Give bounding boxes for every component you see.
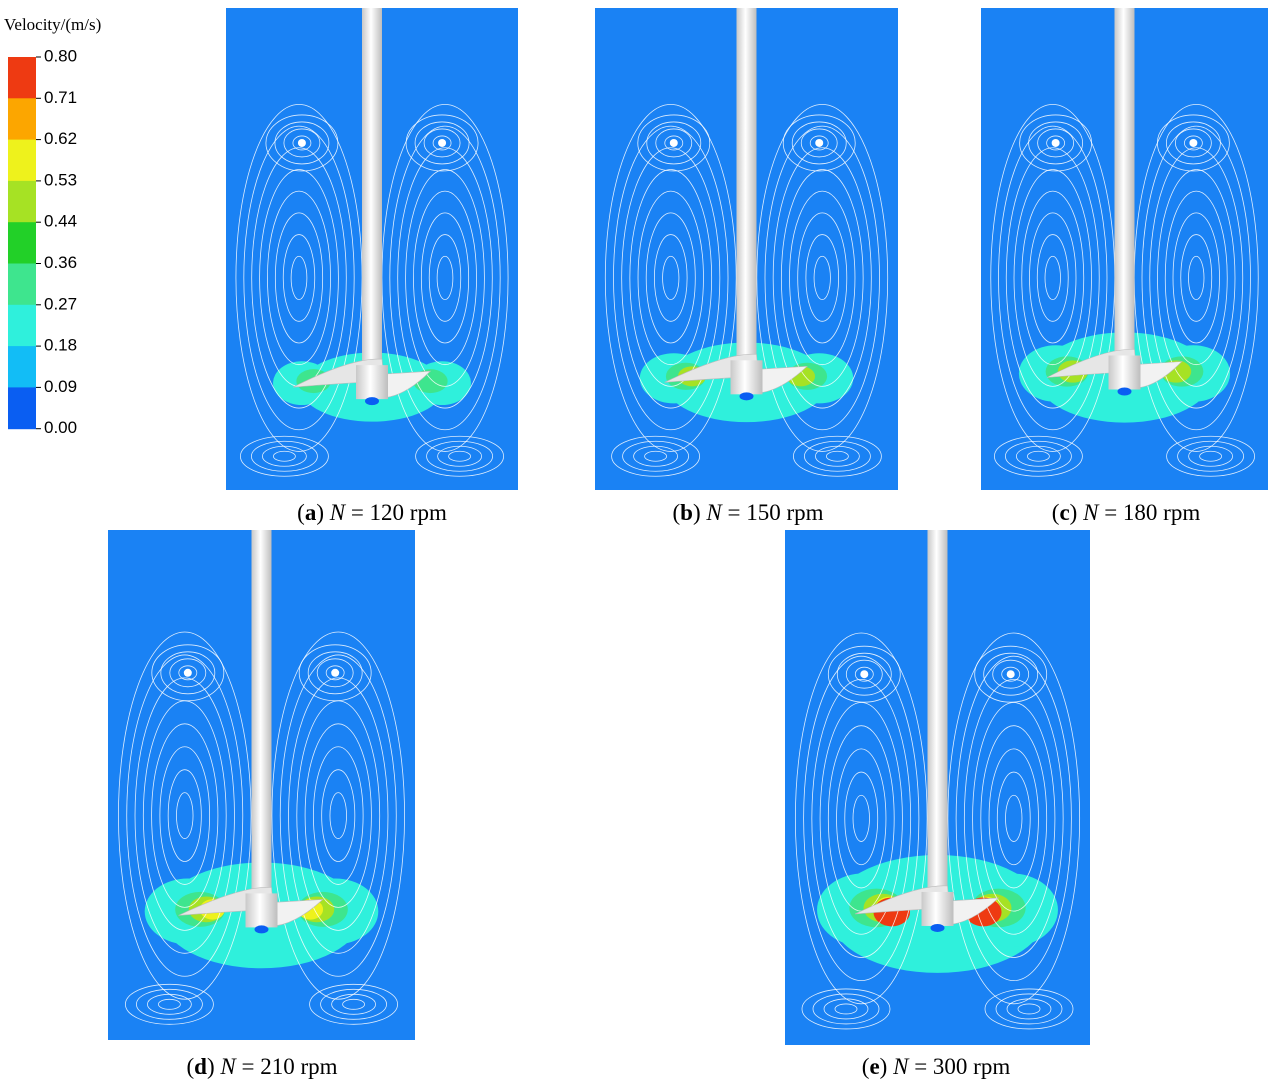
- panel-caption: (a) N = 120 rpm: [297, 500, 447, 525]
- legend-swatch: [8, 140, 36, 182]
- legend-label: 0.62: [44, 129, 77, 148]
- legend-label: 0.00: [44, 418, 77, 437]
- legend-swatch: [8, 264, 36, 306]
- caption-open: (: [1052, 500, 1060, 525]
- caption-symbol: N: [329, 500, 347, 525]
- legend-swatch: [8, 305, 36, 347]
- caption-close: ): [207, 1054, 215, 1079]
- panel-caption: (b) N = 150 rpm: [672, 500, 823, 525]
- caption-letter: b: [680, 500, 693, 525]
- hub-tip: [255, 925, 269, 933]
- legend-title: Velocity/(m/s): [4, 15, 101, 34]
- vortex-core: [438, 139, 446, 147]
- vortex-core: [184, 669, 192, 677]
- impeller-hub: [1109, 356, 1141, 390]
- panel: [226, 8, 518, 490]
- vortex-core: [1189, 139, 1197, 147]
- caption-symbol: N: [892, 1054, 910, 1079]
- caption-symbol: N: [1082, 500, 1100, 525]
- legend-label: 0.36: [44, 253, 77, 272]
- caption-rest: = 210 rpm: [236, 1054, 338, 1079]
- caption-open: (: [186, 1054, 194, 1079]
- impeller-hub: [246, 893, 278, 927]
- caption-symbol: N: [705, 500, 723, 525]
- impeller-hub: [922, 892, 954, 926]
- caption-close: ): [1070, 500, 1078, 525]
- caption-symbol: N: [219, 1054, 237, 1079]
- caption-close: ): [693, 500, 701, 525]
- vortex-core: [670, 139, 678, 147]
- legend-swatch: [8, 346, 36, 388]
- caption-close: ): [880, 1054, 888, 1079]
- vortex-core: [331, 669, 339, 677]
- legend-label: 0.27: [44, 294, 77, 313]
- vortex-core: [860, 670, 868, 678]
- shaft: [737, 8, 757, 384]
- caption-open: (: [862, 1054, 870, 1079]
- shaft: [252, 530, 272, 917]
- panel-caption: (c) N = 180 rpm: [1052, 500, 1201, 525]
- caption-letter: e: [869, 1054, 879, 1079]
- impeller-hub: [356, 365, 388, 399]
- vortex-core: [815, 139, 823, 147]
- caption-close: ): [316, 500, 324, 525]
- panel-caption: (d) N = 210 rpm: [186, 1054, 337, 1079]
- shaft: [1115, 8, 1135, 380]
- legend-swatch: [8, 181, 36, 223]
- panel: [785, 530, 1090, 1045]
- hub-tip: [365, 397, 379, 405]
- legend-swatch: [8, 222, 36, 264]
- vortex-core: [298, 139, 306, 147]
- page: {"legend": {"title": "Velocity/(m/s)", "…: [0, 0, 1273, 1082]
- vortex-core: [1007, 670, 1015, 678]
- caption-rest: = 150 rpm: [722, 500, 824, 525]
- legend-swatch: [8, 387, 36, 429]
- legend-label: 0.18: [44, 336, 77, 355]
- panel: [108, 530, 415, 1040]
- impeller-hub: [731, 360, 763, 394]
- legend-label: 0.44: [44, 212, 77, 231]
- hub-tip: [740, 392, 754, 400]
- caption-rest: = 180 rpm: [1098, 500, 1200, 525]
- panel: [595, 8, 898, 490]
- legend-label: 0.53: [44, 170, 77, 189]
- figure: Velocity/(m/s) 0.80 0.71 0.62 0.53 0.44 0.36 0.…: [0, 0, 1273, 1082]
- caption-open: (: [297, 500, 305, 525]
- caption-letter: d: [194, 1054, 207, 1079]
- shaft: [362, 8, 382, 389]
- hub-tip: [1118, 388, 1132, 396]
- legend-label: 0.80: [44, 46, 77, 65]
- legend-swatch: [8, 57, 36, 99]
- caption-rest: = 120 rpm: [345, 500, 447, 525]
- panel: [981, 8, 1268, 490]
- legend-swatch: [8, 98, 36, 140]
- panel-caption: (e) N = 300 rpm: [862, 1054, 1011, 1079]
- caption-letter: c: [1059, 500, 1069, 525]
- legend-label: 0.71: [44, 88, 77, 107]
- hub-tip: [931, 924, 945, 932]
- caption-letter: a: [305, 500, 317, 525]
- caption-rest: = 300 rpm: [908, 1054, 1010, 1079]
- vortex-core: [1052, 139, 1060, 147]
- shaft: [928, 530, 948, 916]
- caption-open: (: [672, 500, 680, 525]
- legend-label: 0.09: [44, 377, 77, 396]
